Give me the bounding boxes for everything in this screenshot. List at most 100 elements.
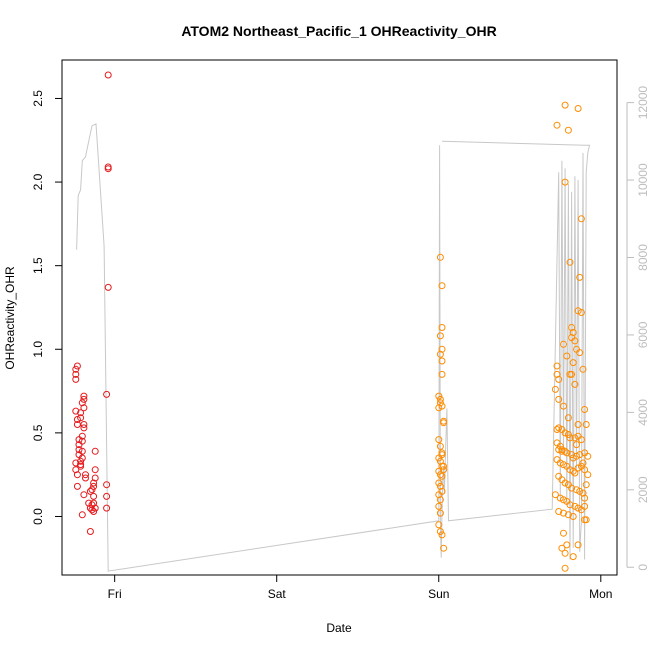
data-point-orange (436, 471, 444, 479)
data-point-orange (436, 457, 444, 465)
data-point-orange (558, 544, 566, 552)
data-point-orange (576, 451, 584, 459)
data-point-red (78, 437, 86, 445)
data-point-red (90, 482, 98, 490)
data-point-orange (568, 484, 576, 492)
data-point-orange (574, 504, 582, 512)
data-point-orange (438, 345, 446, 353)
data-point-orange (582, 481, 590, 489)
data-point-orange (436, 528, 444, 535)
data-point-red (104, 283, 112, 291)
data-point-orange (563, 541, 571, 549)
data-point-red (77, 462, 85, 470)
data-point-orange (561, 549, 569, 557)
right-tick-label: 0 (636, 564, 650, 571)
data-point-orange (555, 395, 563, 403)
data-point-orange (574, 307, 582, 315)
chart-title: ATOM2 Northeast_Pacific_1 OHReactivity_O… (181, 23, 496, 39)
data-point-red (90, 508, 98, 515)
data-point-orange (571, 380, 579, 388)
data-point-orange (435, 521, 443, 529)
x-tick-label: Mon (589, 587, 612, 601)
data-point-red (78, 454, 86, 462)
data-point-orange (577, 215, 585, 223)
right-tick-label: 2000 (636, 476, 650, 503)
data-point-red (73, 362, 81, 370)
data-point-orange (574, 105, 582, 112)
data-point-red (72, 466, 80, 474)
data-point-red (90, 499, 98, 507)
data-point-red (104, 71, 112, 79)
data-point-red (80, 392, 88, 400)
data-point-orange (564, 126, 572, 134)
data-point-orange (555, 375, 563, 383)
data-point-orange (435, 467, 443, 475)
data-point-orange (440, 462, 448, 470)
data-point-orange (571, 337, 579, 345)
data-point-orange (440, 419, 448, 427)
data-point-orange (577, 436, 585, 444)
data-point-orange (553, 121, 561, 129)
data-point-orange (564, 511, 572, 519)
data-point-red (78, 511, 86, 519)
data-point-red (103, 481, 111, 489)
data-point-orange (576, 487, 584, 495)
data-point-orange (438, 324, 446, 331)
data-point-red (90, 492, 98, 500)
altitude-line (76, 123, 591, 572)
data-point-orange (569, 513, 577, 520)
data-point-orange (574, 541, 582, 549)
data-point-orange (560, 402, 567, 410)
data-point-orange (560, 496, 567, 504)
data-point-orange (435, 392, 443, 400)
data-point-orange (436, 442, 444, 450)
data-point-orange (561, 447, 569, 455)
data-point-red (91, 447, 99, 455)
data-point-orange (561, 429, 569, 437)
data-point-orange (436, 332, 444, 340)
data-point-orange (558, 447, 566, 455)
data-point-orange (582, 421, 590, 428)
data-point-red (80, 395, 88, 403)
x-tick-label: Sun (428, 587, 449, 601)
data-point-orange (566, 258, 574, 266)
data-point-orange (560, 461, 567, 469)
data-point-orange (436, 482, 444, 490)
data-point-orange (560, 509, 567, 517)
data-point-red (77, 414, 85, 422)
data-point-red (72, 459, 80, 467)
right-tick-label: 6000 (636, 321, 650, 348)
data-point-orange (584, 471, 592, 479)
data-point-red (78, 432, 86, 440)
plot-frame (61, 59, 618, 576)
data-point-orange (561, 564, 569, 572)
data-point-orange (574, 421, 582, 428)
right-axis: 0 2000 4000 6000 8000 10000 12000 (626, 86, 650, 571)
data-point-orange (569, 553, 577, 561)
data-point-red (85, 499, 93, 507)
data-point-orange (573, 441, 580, 449)
scatter-points-layer (72, 71, 592, 572)
data-point-orange (553, 362, 561, 370)
data-point-orange (436, 253, 444, 261)
data-point-red (103, 492, 111, 500)
data-point-orange (553, 426, 561, 433)
data-point-orange (566, 501, 574, 509)
data-point-orange (436, 350, 444, 358)
data-point-orange (560, 529, 567, 537)
data-point-orange (435, 479, 443, 487)
data-point-orange (560, 340, 567, 348)
data-point-orange (555, 508, 563, 515)
data-point-red (72, 407, 80, 415)
data-point-orange (436, 399, 444, 407)
data-point-red (103, 504, 111, 512)
y-axis: 0.0 0.5 1.0 1.5 2.0 2.5 (31, 90, 62, 525)
data-point-orange (566, 434, 574, 442)
data-point-red (82, 474, 89, 482)
data-point-red (104, 165, 112, 173)
data-point-orange (574, 464, 582, 472)
data-point-orange (561, 479, 569, 487)
data-point-red (103, 390, 111, 398)
